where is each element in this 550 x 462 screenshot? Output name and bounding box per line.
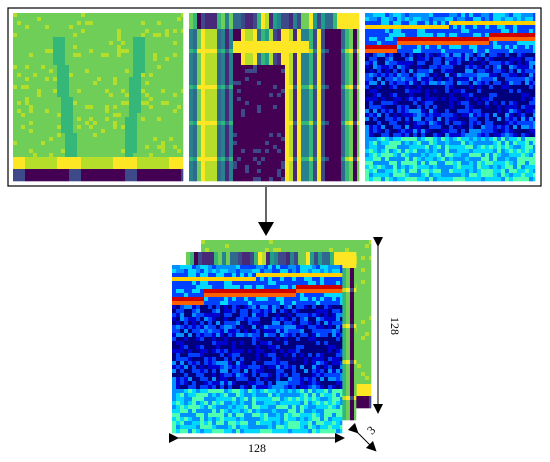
page: 128 128 3 (() => { const data = JSON.par… [0, 0, 550, 457]
diagram: 128 128 3 [0, 0, 550, 457]
